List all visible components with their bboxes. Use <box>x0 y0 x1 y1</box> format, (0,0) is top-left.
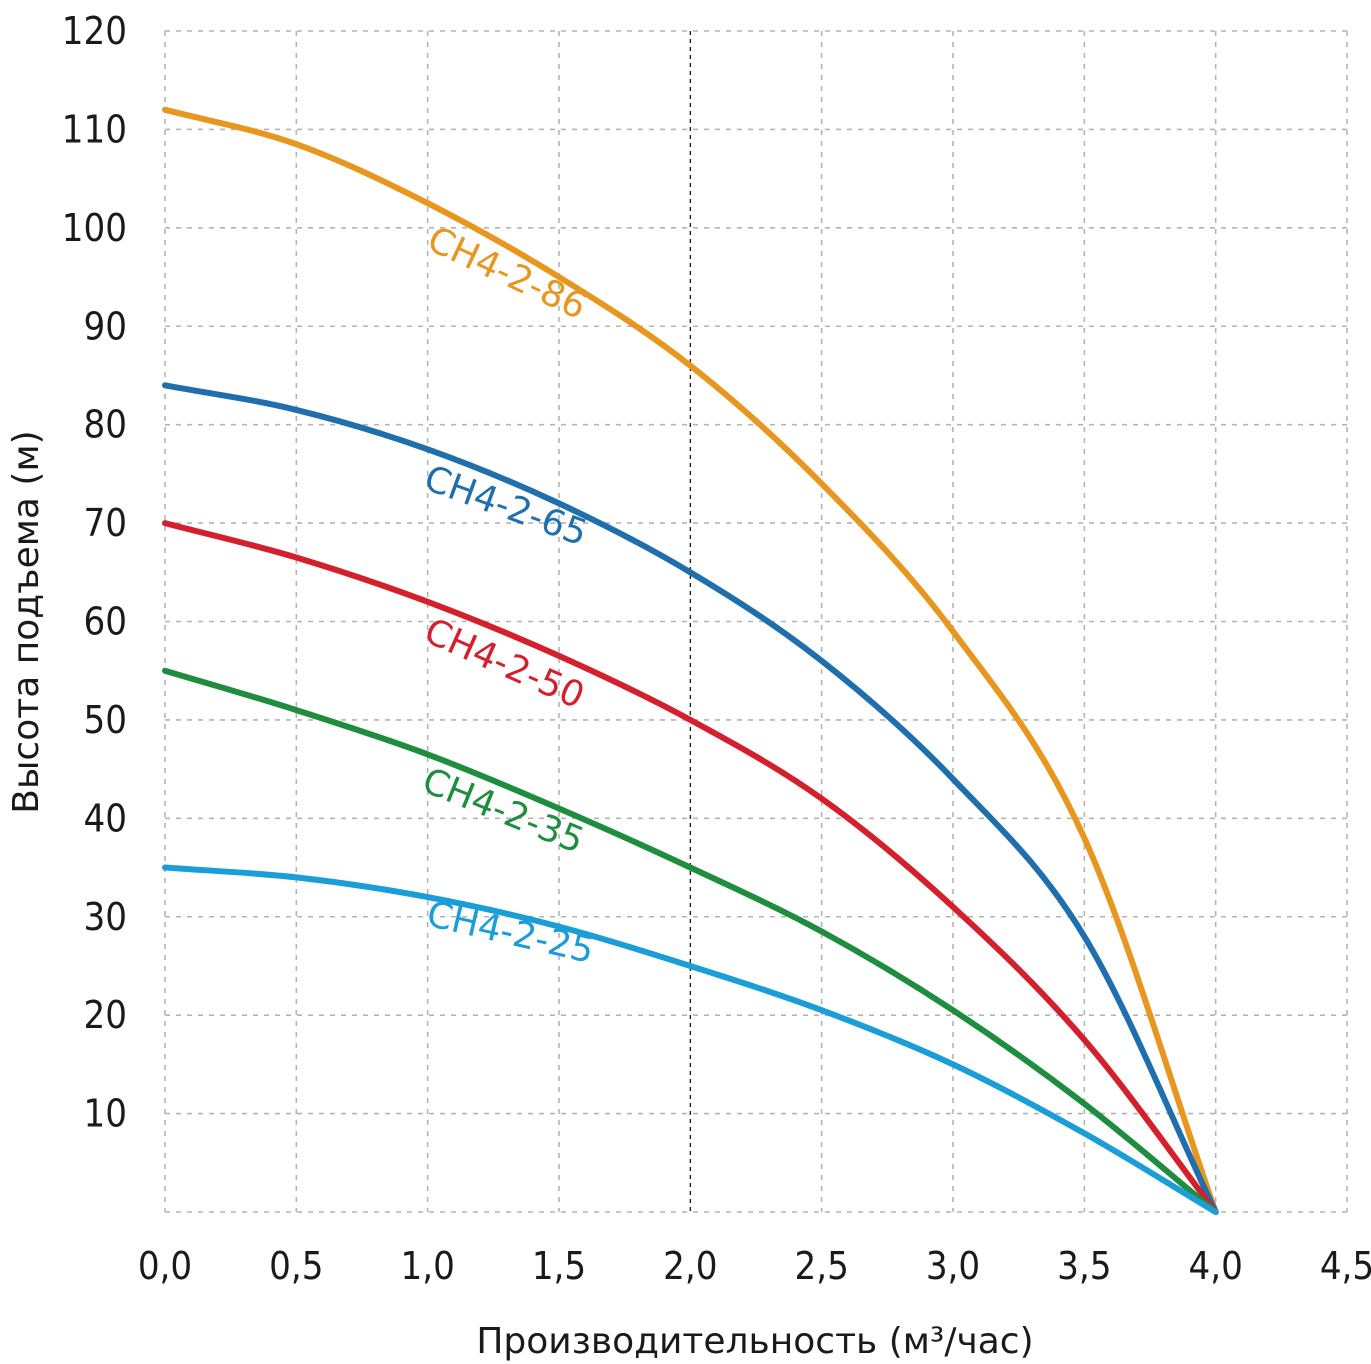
y-tick-label: 120 <box>62 9 127 53</box>
x-tick-label: 2,5 <box>794 1244 848 1288</box>
curve-label-ch4-2-50: CH4-2-50 <box>418 611 590 718</box>
y-tick-label: 60 <box>84 600 128 644</box>
y-tick-label: 20 <box>84 993 128 1037</box>
y-tick-label: 110 <box>62 107 127 151</box>
x-tick-label: 1,5 <box>532 1244 586 1288</box>
curve-ch4-2-86 <box>162 106 1219 1215</box>
y-axis-ticks: 10 20 30 40 50 60 70 80 90 100 110 120 <box>62 9 127 1136</box>
x-tick-label: 4,5 <box>1320 1244 1371 1288</box>
x-tick-label: 2,0 <box>663 1244 717 1288</box>
curve-label-ch4-2-65: CH4-2-65 <box>419 458 593 555</box>
y-axis-title: Высота подъема (м) <box>6 430 47 813</box>
x-tick-label: 0,5 <box>269 1244 323 1288</box>
x-tick-label: 3,5 <box>1057 1244 1111 1288</box>
curve-label-ch4-2-86: CH4-2-86 <box>421 219 592 328</box>
curve-ch4-2-25 <box>162 864 1219 1215</box>
x-tick-label: 3,0 <box>926 1244 980 1288</box>
y-tick-label: 30 <box>84 895 128 939</box>
y-tick-label: 10 <box>84 1092 128 1136</box>
curve-ch4-2-35 <box>162 667 1219 1215</box>
curve-ch4-2-65 <box>162 382 1219 1215</box>
curve-ch4-2-50 <box>162 520 1219 1215</box>
x-tick-label: 0,0 <box>138 1244 192 1288</box>
curves <box>162 106 1219 1215</box>
y-tick-label: 70 <box>84 501 128 545</box>
y-tick-label: 80 <box>84 403 128 447</box>
x-axis-ticks: 0,0 0,5 1,0 1,5 2,0 2,5 3,0 3,5 4,0 4,5 <box>138 1244 1371 1288</box>
x-tick-label: 1,0 <box>400 1244 454 1288</box>
y-tick-label: 40 <box>84 796 128 840</box>
y-tick-label: 100 <box>62 206 127 250</box>
grid <box>164 30 1348 1213</box>
x-axis-title: Производительность (м³/час) <box>476 1321 1033 1362</box>
curve-label-ch4-2-25: CH4-2-25 <box>423 894 598 972</box>
y-tick-label: 90 <box>84 304 128 348</box>
y-tick-label: 50 <box>84 698 128 742</box>
x-tick-label: 4,0 <box>1188 1244 1242 1288</box>
